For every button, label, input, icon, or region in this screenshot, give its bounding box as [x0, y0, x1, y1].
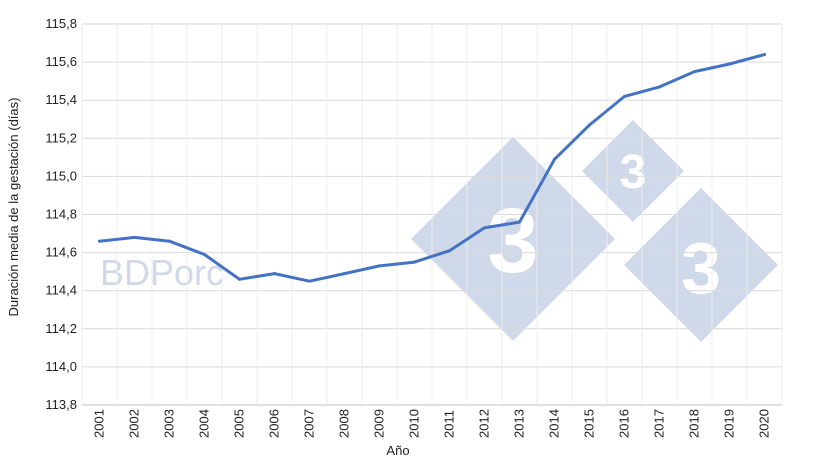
y-tick-label: 113,8 — [45, 397, 77, 412]
x-tick-label: 2010 — [407, 409, 422, 438]
data-point — [553, 157, 556, 161]
y-tick-label: 114,0 — [45, 359, 77, 374]
y-tick-label: 115,4 — [45, 92, 77, 107]
y-tick-label: 115,8 — [45, 16, 77, 31]
data-point — [168, 239, 171, 243]
watermark: BDPorc 3 3 3 — [100, 120, 778, 342]
data-point — [413, 260, 416, 264]
data-point — [343, 272, 346, 276]
x-tick-label: 2003 — [162, 409, 177, 438]
y-tick-label: 114,8 — [45, 207, 77, 222]
series-layer — [98, 52, 766, 283]
y-tick-label: 115,2 — [45, 130, 77, 145]
logo-digit-right: 3 — [681, 229, 721, 309]
data-point — [238, 277, 241, 281]
x-tick-label: 2019 — [722, 409, 737, 438]
data-point — [483, 226, 486, 230]
data-point — [728, 62, 731, 66]
y-tick-label: 114,2 — [45, 321, 77, 336]
data-point — [623, 94, 626, 98]
x-tick-label: 2001 — [92, 409, 107, 438]
data-point — [273, 272, 276, 276]
logo-diamond-right: 3 — [624, 188, 778, 342]
x-tick-label: 2006 — [267, 409, 282, 438]
data-point — [378, 264, 381, 268]
y-tick-label: 115,0 — [45, 168, 77, 183]
data-point — [308, 279, 311, 283]
data-point — [588, 123, 591, 127]
data-point — [133, 235, 136, 239]
x-tick-label: 2009 — [372, 409, 387, 438]
x-tick-label: 2020 — [757, 409, 772, 438]
x-tick-label: 2014 — [547, 409, 562, 438]
gridlines — [81, 23, 783, 406]
x-tick-label: 2017 — [652, 409, 667, 438]
data-point — [763, 52, 766, 56]
data-point — [518, 220, 521, 224]
x-tick-label: 2018 — [687, 409, 702, 438]
logo-diamond-large: 3 — [411, 137, 615, 341]
logo-diamond-small: 3 — [582, 120, 684, 222]
x-tick-label: 2015 — [582, 409, 597, 438]
x-tick-label: 2008 — [337, 409, 352, 438]
x-tick-label: 2016 — [617, 409, 632, 438]
x-tick-label: 2004 — [197, 409, 212, 438]
series-line — [98, 53, 766, 283]
data-point — [658, 85, 661, 89]
data-point — [98, 239, 101, 243]
data-point — [448, 249, 451, 253]
x-tick-label: 2012 — [477, 409, 492, 438]
data-point — [203, 253, 206, 257]
x-tick-label: 2007 — [302, 409, 317, 438]
x-tick-label: 2002 — [127, 409, 142, 438]
x-tick-label: 2011 — [442, 410, 457, 438]
watermark-text: BDPorc — [100, 252, 224, 293]
tick-labels: 113,8 114,0 114,2 114,4 114,6 114,8 115,0 115,2… — [45, 16, 771, 438]
y-tick-label: 115,6 — [45, 54, 77, 69]
x-axis-title: Año — [386, 443, 409, 458]
y-axis-title: Duración media de la gestación (días) — [6, 98, 21, 317]
logo-digit-large: 3 — [487, 190, 538, 292]
x-tick-label: 2005 — [232, 409, 247, 438]
data-point — [693, 70, 696, 74]
y-tick-label: 114,6 — [45, 245, 77, 260]
y-tick-label: 114,4 — [45, 283, 77, 298]
x-tick-label: 2013 — [512, 409, 527, 438]
